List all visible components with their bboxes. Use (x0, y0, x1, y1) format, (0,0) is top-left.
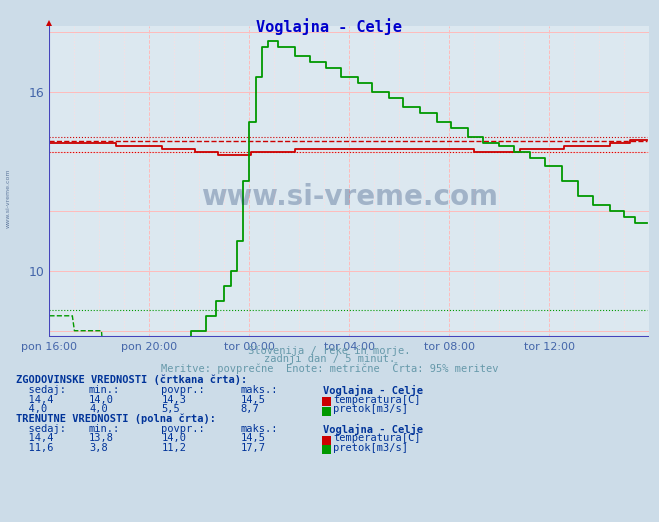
Text: 14,3: 14,3 (161, 395, 186, 405)
Text: 11,6: 11,6 (16, 443, 54, 453)
Text: 13,8: 13,8 (89, 433, 114, 443)
Text: maks.:: maks.: (241, 424, 278, 434)
Text: Meritve: povprečne  Enote: metrične  Črta: 95% meritev: Meritve: povprečne Enote: metrične Črta:… (161, 362, 498, 374)
Text: 14,5: 14,5 (241, 433, 266, 443)
Text: ZGODOVINSKE VREDNOSTI (črtkana črta):: ZGODOVINSKE VREDNOSTI (črtkana črta): (16, 375, 248, 385)
Text: zadnji dan / 5 minut.: zadnji dan / 5 minut. (264, 354, 395, 364)
Text: temperatura[C]: temperatura[C] (333, 395, 421, 405)
Text: www.si-vreme.com: www.si-vreme.com (5, 169, 11, 228)
Text: TRENUTNE VREDNOSTI (polna črta):: TRENUTNE VREDNOSTI (polna črta): (16, 413, 216, 424)
Text: www.si-vreme.com: www.si-vreme.com (201, 183, 498, 211)
Text: 4,0: 4,0 (89, 404, 107, 414)
Text: 14,0: 14,0 (161, 433, 186, 443)
Text: pretok[m3/s]: pretok[m3/s] (333, 404, 409, 414)
Text: sedaj:: sedaj: (16, 424, 67, 434)
Text: 17,7: 17,7 (241, 443, 266, 453)
Text: maks.:: maks.: (241, 385, 278, 395)
Text: 3,8: 3,8 (89, 443, 107, 453)
Text: Voglajna - Celje: Voglajna - Celje (323, 385, 423, 396)
Text: Voglajna - Celje: Voglajna - Celje (323, 424, 423, 435)
Text: 14,4: 14,4 (16, 433, 54, 443)
Text: temperatura[C]: temperatura[C] (333, 433, 421, 443)
Text: min.:: min.: (89, 424, 120, 434)
Text: Voglajna - Celje: Voglajna - Celje (256, 18, 403, 35)
Text: 14,4: 14,4 (16, 395, 54, 405)
Text: 5,5: 5,5 (161, 404, 180, 414)
Text: sedaj:: sedaj: (16, 385, 67, 395)
Text: 14,0: 14,0 (89, 395, 114, 405)
Text: 8,7: 8,7 (241, 404, 259, 414)
Text: 14,5: 14,5 (241, 395, 266, 405)
Text: povpr.:: povpr.: (161, 424, 205, 434)
Text: min.:: min.: (89, 385, 120, 395)
Text: pretok[m3/s]: pretok[m3/s] (333, 443, 409, 453)
Text: 11,2: 11,2 (161, 443, 186, 453)
Text: 4,0: 4,0 (16, 404, 47, 414)
Text: Slovenija / reke in morje.: Slovenija / reke in morje. (248, 346, 411, 355)
Text: povpr.:: povpr.: (161, 385, 205, 395)
